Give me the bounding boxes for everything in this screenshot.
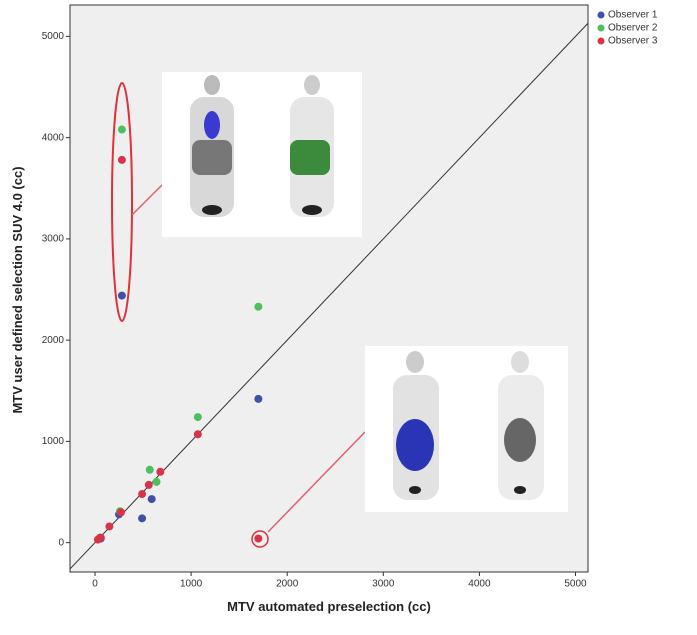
legend-label: Observer 2 (608, 23, 658, 34)
figure-head (204, 75, 220, 95)
data-point (138, 490, 146, 498)
figure-head (304, 75, 320, 95)
data-point (254, 535, 262, 543)
legend-label: Observer 3 (608, 36, 658, 47)
inset-image-bottom (365, 346, 568, 512)
legend-marker (598, 12, 605, 19)
figure-bladder (409, 486, 421, 494)
data-point (194, 430, 202, 438)
data-point (94, 536, 102, 544)
x-tick-label: 5000 (564, 579, 587, 590)
inset-image-top (162, 72, 362, 237)
data-point (118, 156, 126, 164)
data-point (146, 466, 154, 474)
data-point (138, 514, 146, 522)
figure-head (511, 351, 529, 373)
data-point (254, 303, 262, 311)
data-point (105, 522, 113, 530)
y-tick-label: 0 (58, 537, 64, 548)
figure-lesion (204, 111, 220, 139)
data-point (152, 478, 160, 486)
data-point (117, 508, 125, 516)
figure-lesion (396, 419, 434, 471)
y-axis-label: MTV user defined selection SUV 4.0 (cc) (10, 166, 25, 413)
y-tick-label: 5000 (42, 31, 65, 42)
data-point (156, 468, 164, 476)
figure-lesion (504, 418, 536, 462)
x-tick-label: 1000 (180, 579, 203, 590)
x-tick-label: 2000 (276, 579, 299, 590)
x-axis-label: MTV automated preselection (cc) (227, 599, 431, 614)
figure-bladder (302, 205, 322, 215)
legend-marker (598, 25, 605, 32)
figure-organ (290, 140, 330, 175)
x-tick-label: 4000 (468, 579, 491, 590)
data-point (118, 292, 126, 300)
chart: MTV automated preselection (cc) MTV user… (0, 0, 697, 630)
data-point (254, 395, 262, 403)
y-tick-label: 4000 (42, 132, 65, 143)
figure-bladder (514, 486, 526, 494)
legend-label: Observer 1 (608, 10, 658, 21)
x-tick-label: 3000 (372, 579, 395, 590)
figure-organ (192, 140, 232, 175)
data-point (118, 126, 126, 134)
legend-marker (598, 38, 605, 45)
figure-bladder (202, 205, 222, 215)
x-tick-label: 0 (92, 579, 98, 590)
y-tick-label: 1000 (42, 436, 65, 447)
data-point (148, 495, 156, 503)
y-tick-label: 3000 (42, 234, 65, 245)
data-point (194, 413, 202, 421)
figure-head (406, 351, 424, 373)
y-tick-label: 2000 (42, 335, 65, 346)
data-point (145, 481, 153, 489)
